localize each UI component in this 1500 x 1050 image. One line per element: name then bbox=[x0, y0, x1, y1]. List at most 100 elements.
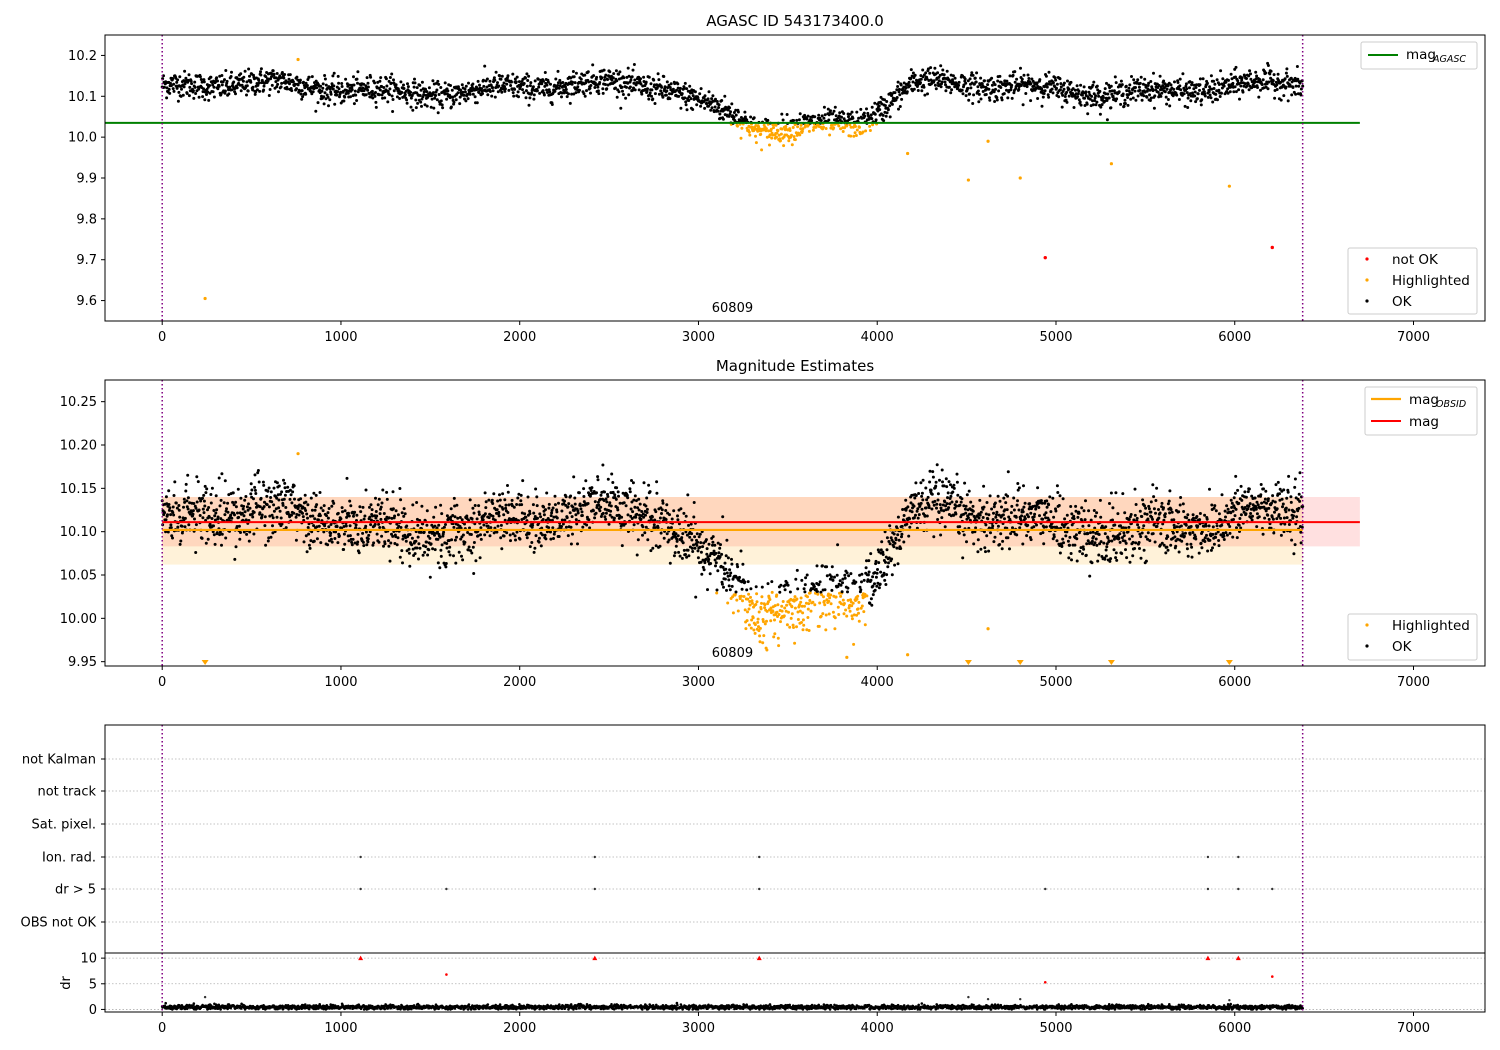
data-point bbox=[362, 82, 366, 86]
data-point bbox=[1061, 93, 1065, 97]
data-point bbox=[818, 116, 822, 120]
data-point bbox=[578, 88, 581, 92]
data-point bbox=[1166, 84, 1170, 88]
data-point bbox=[1121, 92, 1125, 96]
data-point bbox=[473, 95, 477, 99]
data-point bbox=[714, 551, 718, 555]
data-point bbox=[728, 568, 732, 572]
data-point bbox=[974, 80, 978, 84]
data-point bbox=[926, 92, 929, 96]
data-point bbox=[354, 93, 358, 97]
data-point bbox=[254, 502, 258, 505]
data-point bbox=[957, 80, 961, 84]
data-point bbox=[815, 590, 819, 594]
data-point bbox=[526, 495, 530, 499]
data-point bbox=[580, 510, 584, 514]
data-point bbox=[910, 510, 914, 514]
data-point bbox=[1015, 503, 1019, 507]
data-point bbox=[452, 100, 456, 104]
data-point bbox=[499, 523, 503, 527]
data-point bbox=[874, 575, 878, 579]
data-point bbox=[319, 506, 323, 510]
data-point bbox=[1137, 85, 1141, 89]
data-point bbox=[687, 99, 691, 102]
data-point bbox=[399, 80, 403, 84]
data-point bbox=[422, 530, 426, 534]
data-point bbox=[1028, 502, 1032, 506]
data-point bbox=[322, 95, 326, 99]
data-point bbox=[1104, 92, 1108, 96]
data-point bbox=[1059, 85, 1063, 89]
data-point bbox=[1221, 77, 1225, 81]
data-point bbox=[806, 595, 809, 599]
data-point bbox=[180, 87, 183, 91]
data-point bbox=[490, 498, 494, 502]
data-point bbox=[433, 96, 437, 100]
x-tick-label: 6000 bbox=[1218, 330, 1251, 345]
data-point bbox=[1014, 515, 1018, 519]
data-point bbox=[222, 501, 226, 505]
data-point bbox=[379, 517, 383, 521]
data-point bbox=[272, 72, 276, 76]
data-point bbox=[252, 510, 256, 514]
data-point bbox=[749, 115, 753, 119]
data-point bbox=[736, 609, 740, 613]
data-point bbox=[1098, 89, 1102, 93]
data-point bbox=[304, 81, 308, 85]
data-point bbox=[527, 74, 531, 78]
data-point bbox=[1071, 92, 1075, 95]
data-point bbox=[899, 547, 903, 550]
data-point bbox=[1022, 505, 1026, 509]
data-point bbox=[352, 75, 355, 79]
data-point bbox=[770, 580, 774, 584]
data-point bbox=[1002, 82, 1006, 86]
data-point bbox=[1079, 103, 1083, 107]
data-point bbox=[353, 510, 357, 514]
data-point bbox=[859, 588, 863, 592]
data-point bbox=[315, 537, 319, 541]
data-point bbox=[530, 91, 534, 95]
data-point bbox=[719, 543, 722, 547]
data-point bbox=[610, 78, 614, 82]
y-tick-label: 10.1 bbox=[68, 90, 97, 105]
data-point bbox=[1044, 525, 1048, 529]
data-point bbox=[780, 112, 784, 116]
data-point bbox=[641, 533, 644, 537]
data-point bbox=[890, 102, 894, 106]
data-point bbox=[817, 583, 821, 586]
data-point bbox=[385, 84, 389, 88]
data-point bbox=[242, 514, 246, 518]
data-point bbox=[739, 136, 743, 140]
data-point bbox=[465, 514, 469, 518]
data-point bbox=[213, 514, 217, 518]
data-point bbox=[1182, 92, 1186, 96]
data-point bbox=[593, 500, 597, 504]
data-point bbox=[364, 524, 368, 528]
data-point bbox=[487, 498, 491, 502]
data-point bbox=[427, 548, 431, 552]
data-point bbox=[476, 87, 480, 91]
data-point bbox=[236, 487, 240, 491]
data-point bbox=[520, 503, 524, 507]
data-point bbox=[801, 628, 805, 632]
data-point bbox=[695, 103, 699, 107]
data-point bbox=[308, 546, 312, 550]
data-point bbox=[1111, 94, 1115, 98]
data-point bbox=[431, 91, 435, 95]
data-point bbox=[679, 106, 683, 110]
data-point bbox=[854, 125, 857, 128]
data-point bbox=[547, 506, 551, 510]
data-point bbox=[930, 507, 934, 511]
data-point bbox=[312, 539, 316, 543]
data-point bbox=[604, 511, 608, 515]
data-point bbox=[1126, 103, 1130, 107]
data-point bbox=[604, 497, 608, 501]
data-point bbox=[573, 496, 577, 500]
data-point bbox=[963, 77, 967, 81]
data-point bbox=[491, 89, 495, 93]
data-point bbox=[335, 93, 339, 97]
data-point bbox=[1085, 102, 1089, 106]
data-point bbox=[639, 517, 643, 521]
data-point bbox=[860, 580, 863, 584]
data-point bbox=[867, 570, 871, 574]
